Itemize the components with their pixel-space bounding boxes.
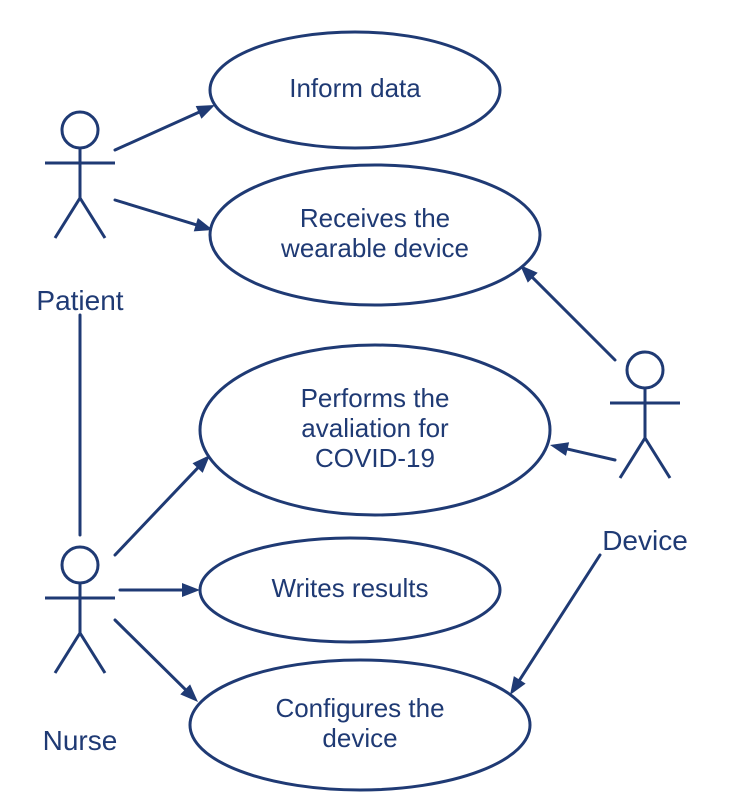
edge-device-to-receives [520,265,615,360]
use-case-diagram: Inform data Receives thewearable device Pe… [0,0,731,796]
edge-device-to-performs [550,442,615,460]
usecase-receives-line-1: wearable device [280,233,469,263]
edge-nurse-to-performs [115,455,210,555]
usecase-receives-line-0: Receives the [300,203,450,233]
actor-nurse-label: Nurse [43,725,118,756]
actor-patient: Patient [36,112,123,316]
usecase-performs-line-0: Performs the [301,383,450,413]
actor-nurse: Nurse [43,547,118,756]
usecase-configures-line-1: device [322,723,397,753]
usecase-performs-line-2: COVID-19 [315,443,435,473]
edge-device-to-configures [510,555,600,695]
actor-device: Device [602,352,688,556]
usecase-configures-line-0: Configures the [275,693,444,723]
edge-nurse-to-configures [115,620,198,702]
usecase-writes-line-0: Writes results [272,573,429,603]
edge-nurse-to-writes [120,583,200,597]
usecase-inform-line-0: Inform data [289,73,421,103]
edge-patient-to-inform [115,105,215,150]
actor-patient-label: Patient [36,285,123,316]
usecase-receives: Receives thewearable device [210,165,540,305]
usecase-performs-line-1: avaliation for [301,413,449,443]
usecase-writes: Writes results [200,538,500,642]
usecase-configures: Configures thedevice [190,660,530,790]
usecase-performs: Performs theavaliation forCOVID-19 [200,345,550,515]
usecase-inform: Inform data [210,32,500,148]
edge-patient-to-receives [115,200,213,231]
actor-device-label: Device [602,525,688,556]
